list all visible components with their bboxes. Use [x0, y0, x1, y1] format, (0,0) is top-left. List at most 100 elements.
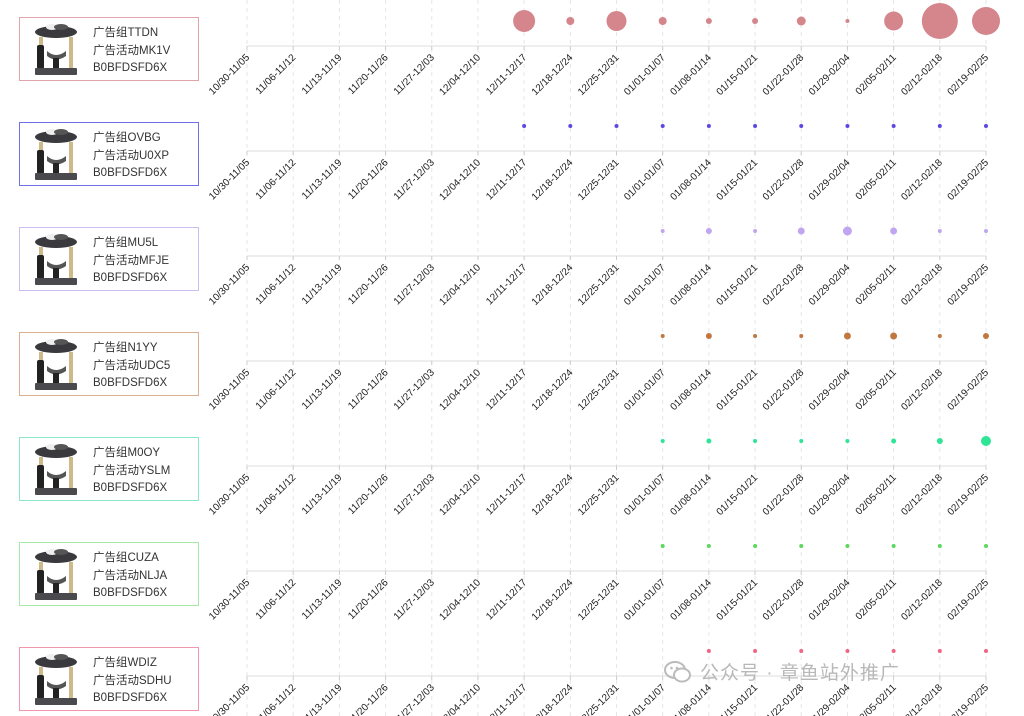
- tick-label: 01/08-01/14: [668, 157, 714, 203]
- tick-label: 10/30-11/05: [207, 682, 252, 716]
- tick-label: 01/01-01/07: [622, 682, 668, 716]
- bubble[interactable]: [705, 228, 712, 234]
- bubble[interactable]: [799, 649, 804, 653]
- bubble[interactable]: [984, 124, 988, 128]
- tick-label: 12/18-12/24: [530, 157, 576, 203]
- bubble[interactable]: [843, 332, 851, 340]
- tick-label: 11/20-11/26: [346, 682, 391, 716]
- bubble[interactable]: [845, 439, 850, 443]
- bubble[interactable]: [660, 439, 665, 443]
- bubble[interactable]: [845, 544, 850, 548]
- bubble[interactable]: [614, 124, 619, 128]
- bubble[interactable]: [658, 17, 667, 25]
- tick-label: 01/22-01/28: [761, 262, 807, 308]
- bubble[interactable]: [984, 649, 988, 653]
- bubble[interactable]: [936, 438, 943, 444]
- tick-label: 01/01-01/07: [622, 157, 668, 203]
- tick-label: 01/08-01/14: [668, 682, 714, 716]
- bubble[interactable]: [891, 544, 896, 548]
- bubble[interactable]: [660, 229, 665, 233]
- bubble[interactable]: [705, 18, 712, 24]
- product-image: [33, 443, 79, 497]
- bubble[interactable]: [845, 649, 850, 653]
- ad-group-name: 广告组MU5L: [93, 237, 159, 249]
- ad-group-card[interactable]: 广告组OVBG 广告活动U0XP B0BFDSFD6X: [19, 122, 199, 186]
- campaign-name: 广告活动U0XP: [93, 149, 170, 162]
- bubble[interactable]: [891, 124, 896, 128]
- bubble[interactable]: [799, 439, 804, 443]
- tick-label: 01/01-01/07: [622, 367, 668, 413]
- bubble[interactable]: [937, 229, 942, 233]
- bubble[interactable]: [937, 649, 942, 653]
- bubble[interactable]: [705, 333, 712, 339]
- bubble[interactable]: [513, 10, 536, 32]
- tick-label: 12/04-12/10: [438, 472, 484, 518]
- bubble[interactable]: [984, 229, 988, 233]
- tick-label: 11/06-11/12: [254, 472, 299, 517]
- bubble[interactable]: [799, 544, 804, 548]
- bubble[interactable]: [890, 227, 898, 235]
- ad-group-card[interactable]: 广告组TTDN 广告活动MK1V B0BFDSFD6X: [19, 17, 199, 81]
- ad-group-card[interactable]: 广告组N1YY 广告活动UDC5 B0BFDSFD6X: [19, 332, 199, 396]
- bubble[interactable]: [660, 544, 665, 548]
- tick-label: 01/22-01/28: [761, 52, 807, 98]
- bubble[interactable]: [890, 332, 898, 340]
- bubble[interactable]: [921, 3, 958, 39]
- tick-label: 11/20-11/26: [346, 262, 391, 307]
- ad-group-card[interactable]: 广告组WDIZ 广告活动SDHU B0BFDSFD6X: [19, 647, 199, 711]
- bubble[interactable]: [797, 227, 805, 235]
- bubble[interactable]: [842, 226, 852, 236]
- bubble[interactable]: [796, 16, 806, 26]
- bubble[interactable]: [706, 649, 711, 653]
- tick-label: 02/12-02/18: [899, 262, 945, 308]
- bubble[interactable]: [891, 438, 897, 444]
- bubble[interactable]: [884, 11, 904, 31]
- tick-label: 02/05-02/11: [854, 682, 899, 716]
- tick-label: 01/29-02/04: [807, 682, 853, 716]
- tick-label: 01/15-01/21: [715, 472, 761, 518]
- bubble[interactable]: [845, 124, 850, 128]
- asin: B0BFDSFD6X: [93, 167, 168, 179]
- bubble[interactable]: [566, 17, 575, 25]
- bubble[interactable]: [706, 544, 711, 548]
- bubble[interactable]: [983, 333, 989, 339]
- bubble[interactable]: [706, 124, 711, 128]
- bubble[interactable]: [660, 334, 665, 338]
- bubble[interactable]: [660, 124, 665, 128]
- product-image: [33, 548, 79, 602]
- bubble[interactable]: [753, 334, 758, 338]
- tick-label: 11/20-11/26: [346, 472, 391, 517]
- tick-label: 02/12-02/18: [899, 157, 945, 203]
- watermark: 公众号 · 章鱼站外推广: [664, 658, 900, 685]
- tick-label: 10/30-11/05: [207, 472, 252, 517]
- bubble[interactable]: [937, 334, 942, 338]
- bubble[interactable]: [799, 124, 804, 128]
- bubble[interactable]: [753, 124, 758, 128]
- tick-label: 11/06-11/12: [254, 262, 299, 307]
- bubble[interactable]: [984, 544, 988, 548]
- bubble[interactable]: [606, 11, 627, 31]
- tick-label: 01/15-01/21: [715, 262, 761, 308]
- ad-group-card[interactable]: 广告组CUZA 广告活动NLJA B0BFDSFD6X: [19, 542, 199, 606]
- bubble[interactable]: [891, 649, 896, 653]
- bubble[interactable]: [753, 649, 758, 653]
- bubble[interactable]: [753, 439, 758, 443]
- bubble[interactable]: [799, 334, 804, 338]
- bubble[interactable]: [845, 19, 850, 23]
- bubble[interactable]: [753, 229, 758, 233]
- bubble[interactable]: [937, 124, 942, 128]
- ad-group-card[interactable]: 广告组MU5L 广告活动MFJE B0BFDSFD6X: [19, 227, 199, 291]
- bubble[interactable]: [522, 124, 527, 128]
- bubble[interactable]: [706, 438, 712, 444]
- campaign-name: 广告活动YSLM: [93, 464, 171, 477]
- tick-label: 10/30-11/05: [207, 157, 252, 202]
- tick-label: 12/11-12/17: [484, 577, 529, 622]
- bubble[interactable]: [568, 124, 573, 128]
- bubble[interactable]: [752, 18, 759, 24]
- bubble[interactable]: [937, 544, 942, 548]
- bubble[interactable]: [972, 7, 1000, 35]
- bubble[interactable]: [753, 544, 758, 548]
- tick-label: 12/25-12/31: [576, 52, 622, 98]
- ad-group-card[interactable]: 广告组M0OY 广告活动YSLM B0BFDSFD6X: [19, 437, 199, 501]
- bubble[interactable]: [981, 436, 991, 446]
